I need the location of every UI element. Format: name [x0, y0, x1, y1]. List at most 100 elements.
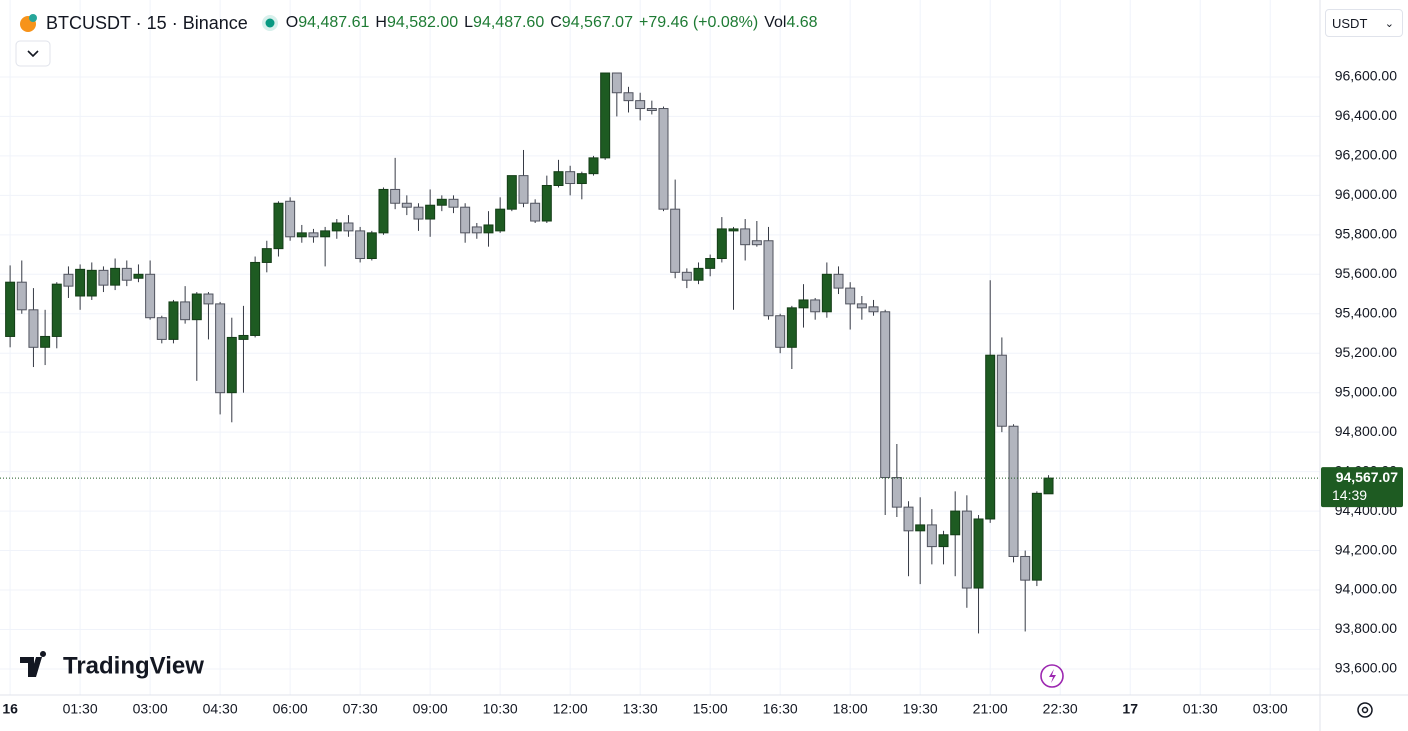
- candle-body: [751, 240, 762, 246]
- candle-body: [40, 335, 51, 348]
- candle-body: [926, 524, 937, 548]
- x-tick-label: 07:30: [343, 701, 378, 717]
- candle-body: [891, 477, 902, 508]
- y-tick-label: 95,600.00: [1335, 265, 1397, 281]
- x-tick-label: 01:30: [63, 701, 98, 717]
- candle-body: [845, 287, 856, 305]
- candle-body: [401, 202, 412, 208]
- x-tick-label: 01:30: [1183, 701, 1218, 717]
- alert-icon[interactable]: [1040, 664, 1064, 688]
- x-tick-label: 06:00: [273, 701, 308, 717]
- candle-body: [63, 273, 74, 287]
- y-tick-label: 95,800.00: [1335, 226, 1397, 242]
- candle-body: [483, 224, 494, 234]
- candle-body: [413, 206, 424, 220]
- candle-body: [5, 281, 16, 337]
- x-tick-label: 13:30: [623, 701, 658, 717]
- candle-body: [215, 303, 226, 394]
- c-value: 94,567.07: [561, 14, 633, 31]
- vol-label: Vol: [764, 14, 787, 31]
- candle-body: [1043, 477, 1054, 495]
- candle-body: [646, 108, 657, 112]
- y-tick-label: 96,600.00: [1335, 68, 1397, 84]
- vol-value: 4.68: [786, 14, 818, 31]
- o-label: O: [285, 14, 299, 31]
- candle-body: [530, 202, 541, 222]
- candle-body: [681, 271, 692, 281]
- candle-body: [705, 258, 716, 269]
- x-tick-label: 03:00: [133, 701, 168, 717]
- x-tick-label: 21:00: [973, 701, 1008, 717]
- candle-body: [786, 307, 797, 348]
- candle-body: [880, 311, 891, 479]
- l-label: L: [464, 14, 474, 31]
- chevron-icon: [27, 50, 39, 58]
- candle-body: [203, 293, 214, 305]
- candle-body: [168, 301, 179, 340]
- candle-body: [1031, 492, 1042, 581]
- x-tick-label: 17: [1122, 701, 1138, 717]
- candle-body: [938, 534, 949, 548]
- candle-body: [355, 230, 366, 260]
- x-tick-label: 12:00: [553, 701, 588, 717]
- candle-body: [541, 184, 552, 222]
- y-tick-label: 96,200.00: [1335, 147, 1397, 163]
- candle-body: [261, 248, 272, 263]
- candle-body: [191, 293, 202, 321]
- settings-icon[interactable]: [1357, 702, 1373, 718]
- candle-body: [460, 206, 471, 234]
- candle-body: [273, 202, 284, 250]
- y-tick-label: 95,000.00: [1335, 383, 1397, 399]
- candle-body: [86, 269, 97, 297]
- candle-body: [868, 306, 879, 313]
- currency-select[interactable]: USDT ⌄: [1325, 9, 1403, 37]
- y-tick-label: 93,800.00: [1335, 620, 1397, 636]
- candle-body: [495, 208, 506, 232]
- symbol-title: BTCUSDT · 15 · Binance: [46, 12, 248, 33]
- logo: TradingView: [20, 650, 204, 679]
- candle-body: [576, 173, 587, 185]
- currency: USDT: [1332, 15, 1368, 31]
- legend-header: BTCUSDT · 15 · Binance O 94,487.61 H 94,58…: [18, 12, 818, 34]
- candle-body: [145, 273, 156, 319]
- x-tick-label: 15:00: [693, 701, 728, 717]
- candle-body: [121, 267, 132, 281]
- candle-body: [670, 208, 681, 273]
- last-price-tag: [1321, 467, 1403, 508]
- change-value: +79.46 (+0.08%): [638, 14, 759, 31]
- candle-body: [833, 273, 844, 289]
- candle-body: [471, 226, 482, 234]
- candle-body: [775, 315, 786, 348]
- y-tick-label: 94,000.00: [1335, 581, 1397, 597]
- status-dot: [261, 15, 278, 31]
- countdown: 14:39: [1332, 487, 1367, 503]
- y-tick-label: 95,400.00: [1335, 304, 1397, 320]
- collapse-button[interactable]: [15, 40, 51, 67]
- brand: TradingView: [63, 652, 204, 679]
- candle-body: [611, 72, 622, 94]
- candle-body: [75, 268, 86, 297]
- candle-body: [973, 518, 984, 589]
- bolt: [1049, 669, 1056, 683]
- candle-body: [856, 303, 867, 309]
- l-value: 94,487.60: [473, 14, 545, 31]
- candle-body: [156, 317, 167, 340]
- candle-body: [518, 175, 529, 204]
- candle-body: [565, 171, 576, 185]
- candle-body: [798, 299, 809, 309]
- y-tick-label: 96,400.00: [1335, 107, 1397, 123]
- candle-body: [180, 301, 191, 321]
- candle-body: [28, 309, 39, 348]
- candle-body: [810, 299, 821, 313]
- c-label: C: [550, 14, 562, 31]
- candle-body: [285, 200, 296, 238]
- button-frame[interactable]: [15, 40, 51, 67]
- candle-body: [226, 336, 237, 394]
- candle-body: [448, 198, 459, 208]
- x-tick-label: 22:30: [1043, 701, 1078, 717]
- y-tick-label: 94,200.00: [1335, 541, 1397, 557]
- candle-body: [658, 108, 669, 210]
- x-tick-label: 18:00: [833, 701, 868, 717]
- y-tick-label: 93,600.00: [1335, 660, 1397, 676]
- candle-body: [553, 171, 564, 186]
